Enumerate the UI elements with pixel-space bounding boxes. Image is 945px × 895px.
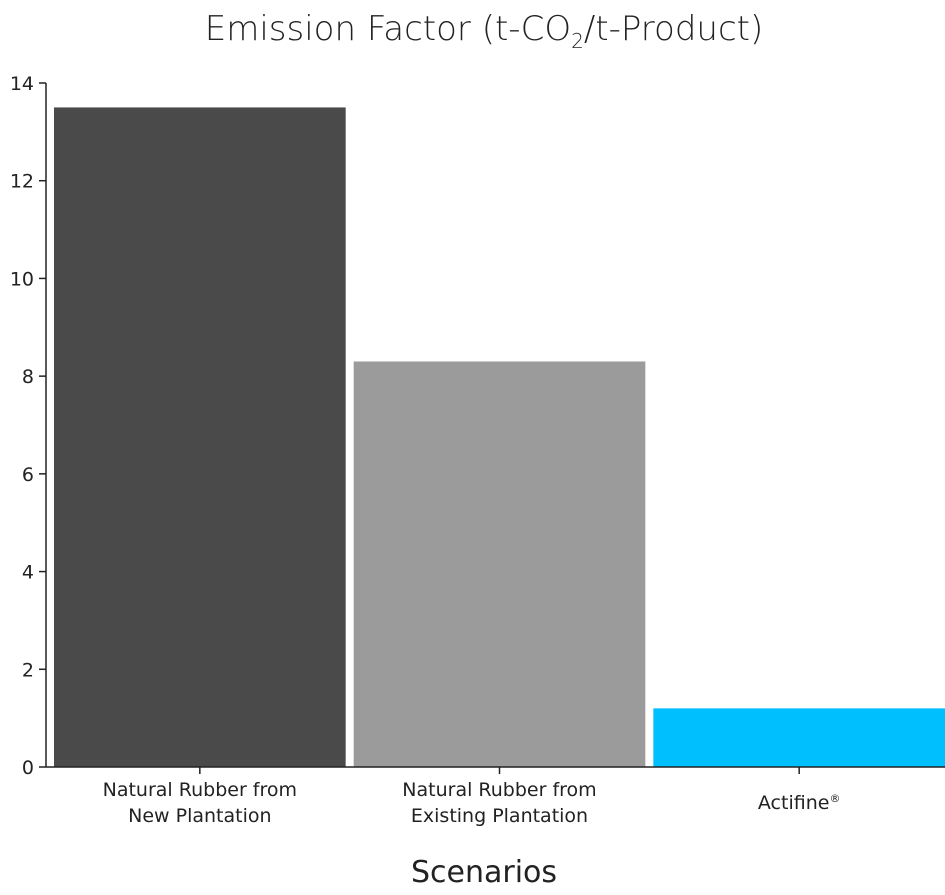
y-tick-label: 2 (22, 659, 34, 681)
registered-trademark-mark: ® (829, 792, 840, 805)
x-axis-label: Scenarios (411, 855, 557, 890)
y-tick-label: 10 (10, 268, 34, 290)
y-tick-label: 0 (22, 757, 34, 779)
chart-title: Emission Factor (t-CO2/t-Product) (205, 9, 764, 53)
chart-title-subscript: 2 (571, 29, 584, 53)
bar-2 (353, 361, 646, 767)
bar-1 (54, 107, 346, 767)
x-tick-label: Existing Plantation (411, 805, 588, 827)
x-tick-label: Actifine® (758, 792, 841, 814)
x-tick-label: Natural Rubber from (402, 779, 596, 801)
y-tick-label: 6 (22, 464, 34, 486)
bars-layer (54, 107, 945, 767)
y-axis: 0 2 4 6 8 10 12 14 (10, 73, 47, 779)
y-tick-label: 14 (10, 73, 34, 95)
chart-title-suffix: /t-Product) (584, 9, 763, 49)
bar-3 (653, 708, 945, 767)
y-tick-label: 12 (10, 171, 34, 193)
x-tick-label: New Plantation (128, 805, 271, 827)
x-tick-label: Natural Rubber from (103, 779, 297, 801)
chart-title-prefix: Emission Factor (t-CO (205, 9, 571, 49)
y-tick-label: 8 (22, 366, 34, 388)
x-axis: Natural Rubber from New Plantation Natural… (46, 766, 945, 827)
y-tick-label: 4 (22, 562, 34, 584)
